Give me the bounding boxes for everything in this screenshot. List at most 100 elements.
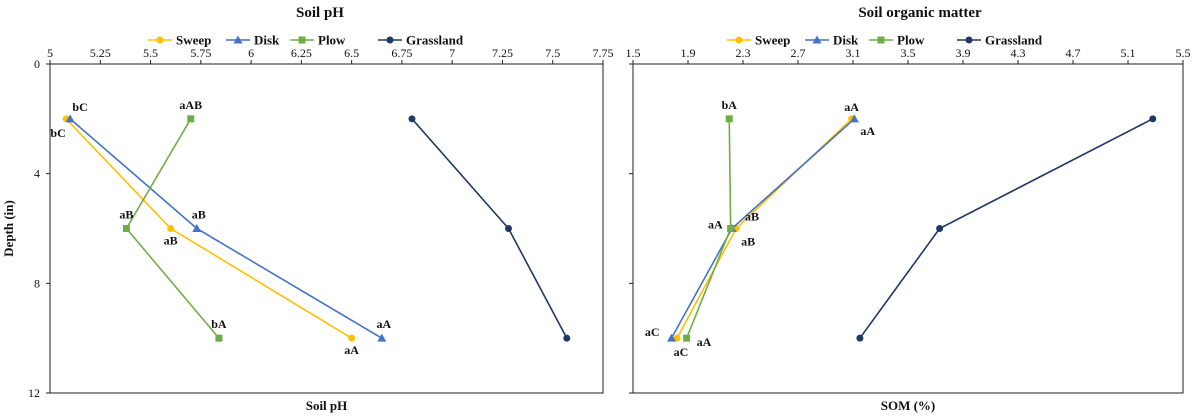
data-point-disk [377, 333, 387, 342]
x-axis-label: SOM (%) [881, 398, 936, 413]
data-label-disk: aA [860, 124, 875, 138]
series-grassland [856, 115, 1157, 342]
x-tick-label: 2.3 [736, 46, 751, 60]
plot-area [49, 63, 604, 394]
data-label-plow: aA [708, 218, 723, 232]
legend-marker-grassland [386, 36, 394, 44]
series-disk: bC aB aA [65, 100, 391, 342]
legend-entry-disk: Disk [254, 33, 280, 48]
x-tick-label: 7 [449, 46, 455, 60]
y-tick-label: 0 [34, 57, 40, 71]
data-label-disk: aB [745, 210, 759, 224]
legend-entry-grassland: Grassland [985, 33, 1043, 48]
x-tick-label: 6 [248, 46, 254, 60]
legend-entry-sweep: Sweep [755, 33, 790, 48]
y-tick-label: 12 [28, 386, 40, 400]
data-point-plow [683, 334, 691, 342]
series-plow: aAB aB bA [119, 98, 227, 342]
data-label-sweep: aA [844, 100, 859, 114]
x-tick-label: 3.9 [956, 46, 971, 60]
x-tick-label: 6.5 [344, 46, 359, 60]
x-tick-label: 2.7 [791, 46, 806, 60]
data-label-sweep: aA [344, 343, 359, 357]
x-tick-label: 5.5 [1176, 46, 1191, 60]
data-point-disk [849, 114, 859, 123]
data-label-plow: bA [722, 98, 738, 112]
data-point-sweep [348, 334, 356, 342]
data-point-disk [192, 224, 202, 232]
x-tick-label: 6.75 [391, 46, 412, 60]
data-point-grassland [563, 334, 571, 342]
data-label-disk: aB [192, 208, 206, 222]
x-tick-label: 5.25 [90, 46, 111, 60]
data-label-disk: bC [72, 100, 87, 114]
data-label-plow: aAB [179, 98, 202, 112]
x-tick-label: 1.5 [626, 46, 641, 60]
data-point-plow [727, 225, 735, 232]
x-tick-label: 5.75 [190, 46, 211, 60]
data-point-grassland [936, 225, 944, 232]
data-label-plow: aA [697, 335, 712, 349]
data-label-disk: aC [645, 325, 660, 339]
x-axis-label: Soil pH [306, 398, 348, 413]
data-point-plow [187, 115, 195, 123]
legend-marker-sweep [156, 36, 164, 44]
data-point-plow [215, 334, 223, 342]
x-tick-label: 5.1 [1121, 46, 1136, 60]
legend-marker-plow [298, 36, 306, 44]
series-line-sweep [676, 118, 853, 339]
data-label-sweep: bC [50, 126, 65, 140]
series-line-grassland [859, 118, 1154, 339]
series-line-grassland [411, 118, 568, 339]
x-tick-label: 6.25 [291, 46, 312, 60]
legend-entry-sweep: Sweep [176, 33, 211, 48]
legend-marker-sweep [735, 36, 743, 44]
data-point-disk [65, 114, 75, 123]
data-point-grassland [504, 225, 512, 232]
legend-entry-plow: Plow [318, 33, 346, 48]
legend-entry-disk: Disk [833, 33, 859, 48]
legend-entry-grassland: Grassland [406, 33, 464, 48]
series-line-disk [670, 118, 855, 339]
y-tick-label: 4 [34, 167, 40, 181]
chart-title: Soil organic matter [858, 5, 982, 21]
x-tick-label: 4.3 [1011, 46, 1026, 60]
series-line-disk [69, 118, 383, 339]
data-point-grassland [856, 334, 864, 342]
x-tick-label: 3.1 [846, 46, 861, 60]
y-tick-label: 8 [34, 276, 40, 290]
data-label-plow: aB [119, 208, 133, 222]
data-point-grassland [1149, 115, 1157, 123]
data-label-sweep: aC [674, 345, 689, 359]
legend-entry-plow: Plow [897, 33, 925, 48]
x-tick-label: 4.7 [1066, 46, 1081, 60]
x-tick-label: 7.25 [492, 46, 513, 60]
x-tick-label: 5 [47, 46, 53, 60]
y-axis-label: Depth (in) [1, 200, 16, 257]
x-tick-label: 1.9 [681, 46, 696, 60]
data-label-disk: aA [376, 317, 391, 331]
x-tick-label: 7.75 [593, 46, 614, 60]
data-label-plow: bA [211, 317, 227, 331]
x-tick-label: 5.5 [143, 46, 158, 60]
chart-title: Soil pH [296, 5, 344, 21]
series-grassland [408, 115, 571, 342]
soil-ph-panel: Soil pH Sweep Disk Plow Grassland 5 5.25 5.5 5.7… [1, 5, 614, 413]
legend-marker-disk [233, 35, 243, 44]
data-point-sweep [673, 334, 681, 342]
data-label-sweep: aB [741, 235, 755, 249]
series-disk: aA aB aC [645, 114, 875, 342]
series-plow: bA aA aA [683, 98, 737, 349]
soil-organic-matter-panel: Soil organic matter Sweep Disk Plow Grasslan… [626, 5, 1191, 413]
data-point-disk [667, 333, 676, 342]
legend-marker-disk [812, 35, 822, 44]
x-tick-label: 3.5 [901, 46, 916, 60]
data-point-sweep [167, 225, 175, 232]
data-label-sweep: aB [164, 234, 178, 248]
data-point-plow [122, 225, 130, 232]
data-point-grassland [408, 115, 416, 123]
legend-marker-grassland [965, 36, 973, 44]
data-point-plow [725, 115, 733, 123]
series-sweep: bC aB aA [50, 115, 359, 357]
